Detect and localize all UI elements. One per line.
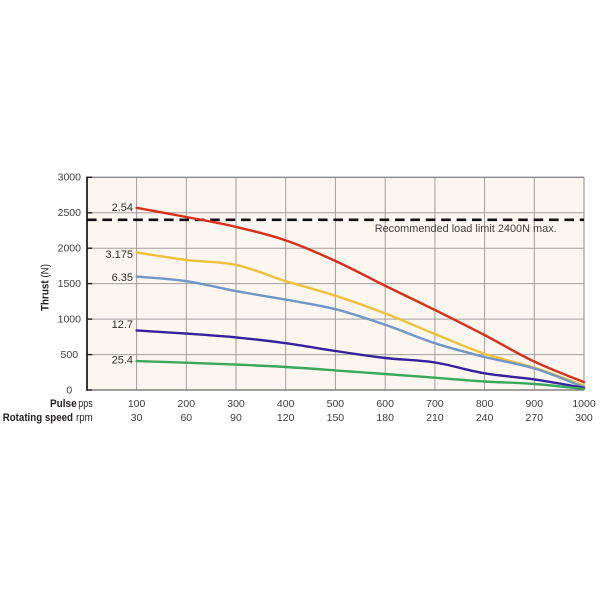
svg-text:500: 500 (61, 349, 79, 361)
svg-text:2000: 2000 (58, 243, 82, 255)
svg-text:pps: pps (78, 398, 93, 410)
svg-text:120: 120 (277, 412, 295, 424)
svg-text:2500: 2500 (58, 207, 82, 219)
svg-text:100: 100 (128, 398, 146, 410)
svg-text:6.35: 6.35 (112, 272, 133, 284)
svg-text:3000: 3000 (58, 172, 82, 184)
svg-text:2.54: 2.54 (112, 202, 133, 214)
svg-text:90: 90 (230, 412, 242, 424)
svg-text:800: 800 (476, 398, 494, 410)
svg-text:60: 60 (180, 412, 192, 424)
svg-text:400: 400 (277, 398, 295, 410)
svg-text:1000: 1000 (572, 398, 596, 410)
svg-text:1500: 1500 (58, 278, 82, 290)
svg-text:25.4: 25.4 (112, 355, 133, 367)
svg-text:240: 240 (476, 412, 494, 424)
svg-text:300: 300 (575, 412, 593, 424)
svg-text:30: 30 (131, 412, 143, 424)
svg-text:Recommended load limit 2400N m: Recommended load limit 2400N max. (375, 223, 557, 235)
svg-text:Pulse: Pulse (50, 398, 77, 410)
svg-text:700: 700 (426, 398, 444, 410)
svg-text:Rotating speed: Rotating speed (3, 412, 73, 424)
svg-text:12.7: 12.7 (112, 319, 133, 331)
svg-text:270: 270 (526, 412, 544, 424)
svg-text:0: 0 (66, 384, 72, 396)
svg-text:210: 210 (426, 412, 444, 424)
svg-text:300: 300 (227, 398, 245, 410)
svg-text:200: 200 (178, 398, 196, 410)
svg-text:600: 600 (376, 398, 394, 410)
svg-text:180: 180 (376, 412, 394, 424)
svg-text:rpm: rpm (76, 412, 93, 424)
svg-text:150: 150 (327, 412, 345, 424)
svg-text:500: 500 (327, 398, 345, 410)
svg-text:3.175: 3.175 (105, 249, 133, 261)
svg-text:1000: 1000 (58, 314, 82, 326)
svg-text:Thrust (N): Thrust (N) (40, 264, 52, 311)
svg-text:900: 900 (526, 398, 544, 410)
